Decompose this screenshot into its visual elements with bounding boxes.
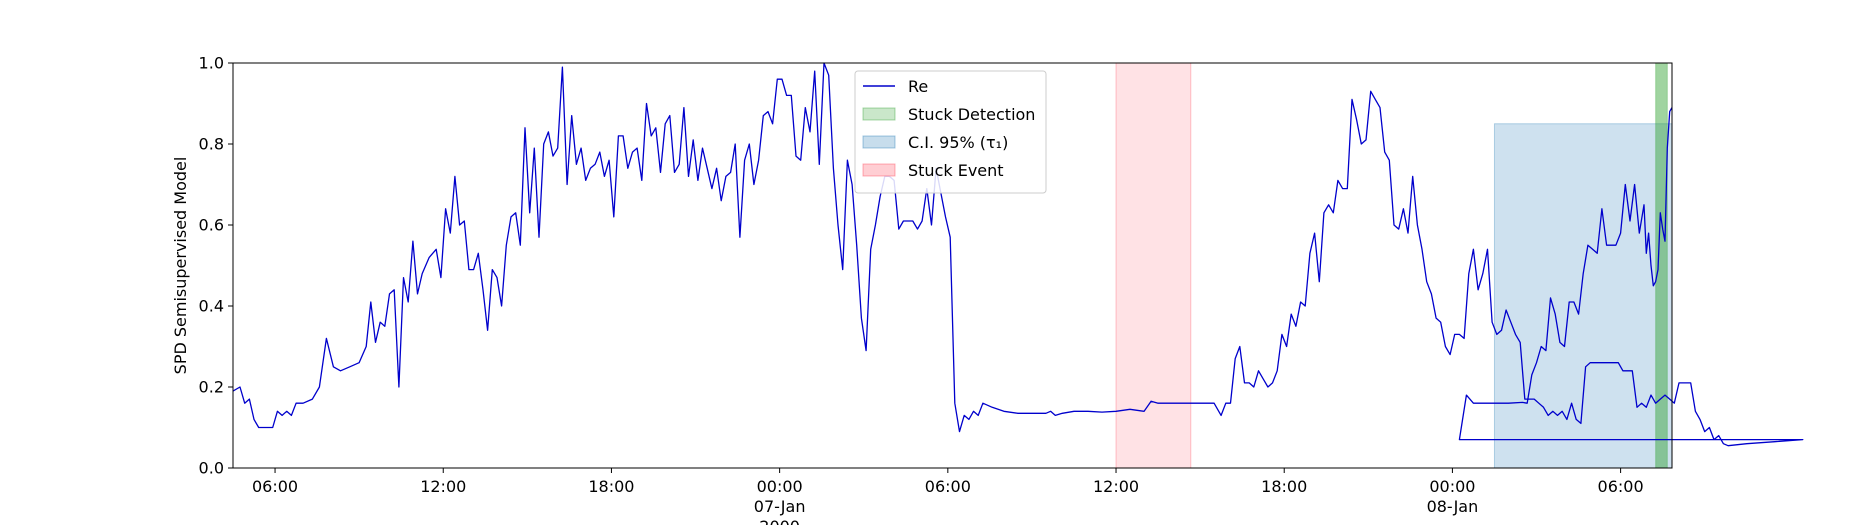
plot-frame — [232, 62, 1673, 469]
region-c-i-95 — [1493, 123, 1673, 469]
legend-swatch-stuck-event — [862, 163, 896, 177]
x-tick-label: 18:00 — [588, 477, 634, 496]
x-tick-label: 00:00 — [757, 477, 803, 496]
legend: Re Stuck Detection C.I. 95% (τ₁) Stuck Even… — [854, 70, 1047, 194]
x-tick-label: 12:00 — [420, 477, 466, 496]
series-layer — [232, 62, 1804, 447]
legend-label-stuck-event: Stuck Event — [908, 161, 1004, 180]
y-tick-label: 0.2 — [199, 378, 224, 397]
y-tick-label: 0.8 — [199, 135, 224, 154]
x-tick-sublabel: 08-Jan — [1427, 497, 1479, 516]
y-tick-label: 1.0 — [199, 54, 224, 73]
region-stuck-detection — [1655, 62, 1668, 469]
y-tick-label: 0.6 — [199, 216, 224, 235]
y-tick-label: 0.4 — [199, 297, 224, 316]
legend-label-stuck-detection: Stuck Detection — [908, 105, 1035, 124]
legend-swatch-c-i-95 — [862, 135, 896, 149]
legend-label-c-i-95: C.I. 95% (τ₁) — [908, 133, 1008, 152]
x-tick-label: 06:00 — [1598, 477, 1644, 496]
x-tick-sublabel-year: 2000 — [759, 517, 800, 525]
y-axis-label: SPD Semisupervised Model — [171, 157, 190, 375]
shaded-regions — [1115, 62, 1673, 469]
legend-swatch-stuck-detection — [862, 107, 896, 121]
series-line-re — [232, 62, 1804, 447]
x-tick-label: 06:00 — [925, 477, 971, 496]
x-tick-label: 12:00 — [1093, 477, 1139, 496]
x-tick-label: 00:00 — [1429, 477, 1475, 496]
region-stuck-event — [1115, 62, 1192, 469]
legend-label-re: Re — [908, 77, 928, 96]
legend-box — [854, 70, 1047, 194]
x-tick-sublabel: 07-Jan — [754, 497, 806, 516]
axes: 0.00.20.40.60.81.006:00 12:00 18:00 00:0007… — [171, 54, 1673, 525]
x-tick-label: 18:00 — [1261, 477, 1307, 496]
y-tick-label: 0.0 — [199, 459, 224, 478]
x-tick-label: 06:00 — [252, 477, 298, 496]
